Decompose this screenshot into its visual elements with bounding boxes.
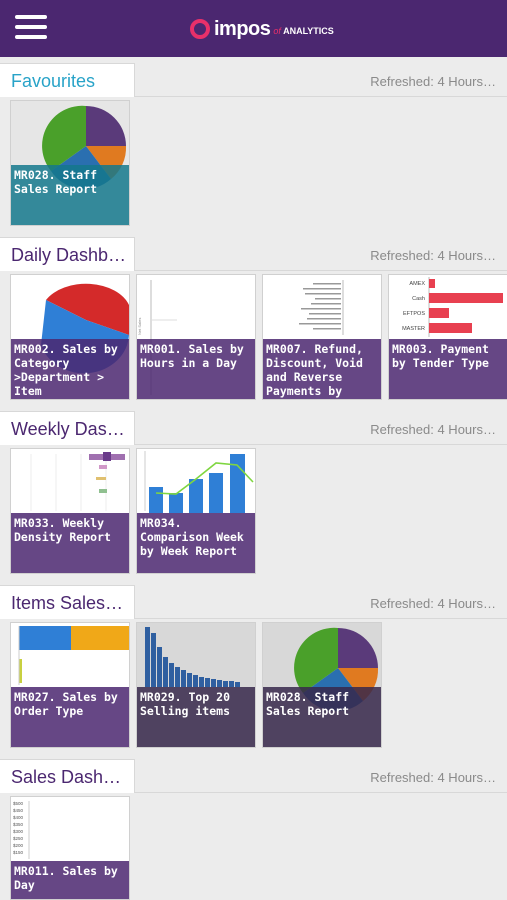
tile-label: MR028. Staff Sales Report [263,687,381,747]
y-tick: $200 [13,843,24,848]
report-tile[interactable]: MR007. Refund, Discount, Void and Revers… [262,274,382,400]
section-weekly-dashboard: Weekly Das… Refreshed: 4 Hours… MR033. W… [0,411,507,574]
tender-label: MASTER [402,326,425,332]
y-tick: $150 [13,850,24,855]
report-tile[interactable]: $500 $450 $400 $350 $300 $250 $200 $150 … [10,796,130,900]
section-title-tab: Sales Dash… [0,759,135,793]
app-logo: impos of ANALYTICS [190,16,334,42]
report-tile[interactable]: MR027. Sales by Order Type [10,622,130,748]
refresh-status: Refreshed: 4 Hours… [370,74,496,89]
report-tile[interactable]: MR002. Sales by Category >Department > I… [10,274,130,400]
section-title-tab: Daily Dashb… [0,237,135,271]
tile-label: MR028. Staff Sales Report [11,165,129,225]
y-tick: $350 [13,822,24,827]
report-tile[interactable]: Net Sales MR001. Sales by Hours in a Day [136,274,256,400]
refresh-status: Refreshed: 4 Hours… [370,596,496,611]
logo-subtitle: of ANALYTICS [273,26,334,36]
y-tick: $500 [13,801,24,806]
tile-label: MR003. Payment by Tender Type [389,339,507,399]
section-title-tab: Items Sales… [0,585,135,619]
tender-label: Cash [412,296,425,302]
tile-label: MR001. Sales by Hours in a Day [137,339,255,399]
section-title: Sales Dash… [11,767,122,787]
hamburger-menu-icon[interactable] [15,15,47,39]
section-sales-dashboard: Sales Dash… Refreshed: 4 Hours… $500 $45… [0,759,507,900]
report-tile[interactable]: MR034. Comparison Week by Week Report [136,448,256,574]
section-favourites: Favourites Refreshed: 4 Hours… MR028. St… [0,63,507,226]
tile-label: MR029. Top 20 Selling items [137,687,255,747]
refresh-status: Refreshed: 4 Hours… [370,248,496,263]
report-tile[interactable]: MR033. Weekly Density Report [10,448,130,574]
svg-text:Net Sales: Net Sales [137,318,142,335]
tile-label: MR033. Weekly Density Report [11,513,129,573]
report-tile[interactable]: AMEX Cash EFTPOS MASTER MR003. Payment b… [388,274,507,400]
tile-label: MR034. Comparison Week by Week Report [137,513,255,573]
refresh-status: Refreshed: 4 Hours… [370,770,496,785]
refresh-status: Refreshed: 4 Hours… [370,422,496,437]
tile-label: MR011. Sales by Day [11,861,129,899]
y-tick: $450 [13,808,24,813]
section-items-sales: Items Sales… Refreshed: 4 Hours… MR027. … [0,585,507,748]
top-bar: impos of ANALYTICS [0,0,507,57]
section-daily-dashboard: Daily Dashb… Refreshed: 4 Hours… MR002. … [0,237,507,400]
section-title-tab: Favourites [0,63,135,97]
report-tile[interactable]: MR028. Staff Sales Report [262,622,382,748]
section-title: Weekly Das… [11,419,125,439]
section-title: Favourites [11,71,96,91]
tender-label: EFTPOS [403,311,425,317]
section-title-tab: Weekly Das… [0,411,135,445]
y-tick: $250 [13,836,24,841]
logo-brand: impos [214,17,271,40]
tile-label: MR027. Sales by Order Type [11,687,129,747]
tile-label: MR002. Sales by Category >Department > I… [11,339,129,399]
logo-ring-icon [190,19,210,39]
tender-label: AMEX [409,281,425,287]
section-title: Daily Dashb… [11,245,127,265]
report-tile[interactable]: MR029. Top 20 Selling items [136,622,256,748]
y-tick: $400 [13,815,24,820]
y-tick: $300 [13,829,24,834]
tile-label: MR007. Refund, Discount, Void and Revers… [263,339,381,399]
report-tile[interactable]: MR028. Staff Sales Report [10,100,130,226]
section-title: Items Sales… [11,593,124,613]
